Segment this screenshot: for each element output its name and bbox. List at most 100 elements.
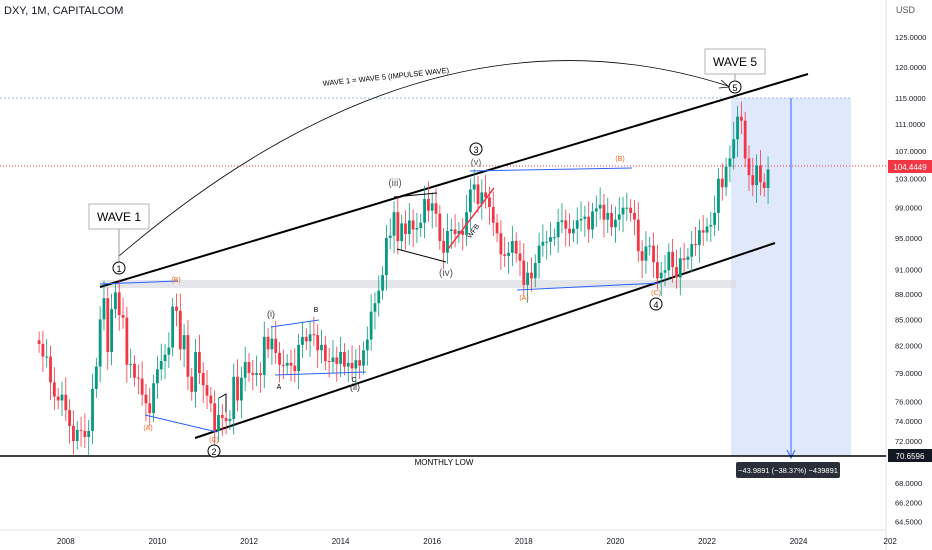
candle xyxy=(247,353,251,382)
candle xyxy=(304,328,308,351)
candle-body xyxy=(110,309,113,353)
candle-body xyxy=(75,429,79,441)
candle xyxy=(495,213,499,243)
candle xyxy=(285,354,289,375)
candle-body xyxy=(194,352,197,392)
candle xyxy=(331,340,335,374)
candle-body xyxy=(106,298,110,353)
candle xyxy=(243,346,247,391)
candle-body xyxy=(583,216,587,219)
candle xyxy=(259,362,262,393)
y-tick-label: 82.0000 xyxy=(895,342,922,351)
trendline-wave4-top xyxy=(469,167,633,172)
candle-body xyxy=(369,311,373,340)
candle xyxy=(617,197,621,231)
candle xyxy=(121,297,125,329)
candle-body xyxy=(648,245,652,247)
candle-body xyxy=(228,418,232,421)
candle-body xyxy=(537,245,541,264)
wave-marker-3: 3 xyxy=(469,142,483,156)
candle xyxy=(709,211,713,243)
y-axis[interactable]: 125.0000 120.0000 115.0000 111.0000 107.0000… xyxy=(895,33,926,527)
candle xyxy=(697,219,701,263)
candle-body xyxy=(339,352,342,364)
candle-body xyxy=(522,260,526,285)
x-tick-label: 2016 xyxy=(423,537,441,546)
trendline-wave2-top xyxy=(99,280,179,285)
candle xyxy=(636,202,640,263)
wave5-label: WAVE 5 xyxy=(713,55,757,69)
candle xyxy=(91,373,94,445)
candle xyxy=(591,202,594,239)
y-tick-label: 99.0000 xyxy=(895,204,922,213)
candle-body xyxy=(45,356,49,358)
candle xyxy=(171,297,175,357)
label-tA: A xyxy=(277,384,282,391)
candle xyxy=(724,157,728,197)
candle-body xyxy=(175,306,178,311)
candle xyxy=(522,243,526,296)
candle-body xyxy=(377,290,381,304)
svg-text:3: 3 xyxy=(473,145,478,155)
candle xyxy=(209,386,213,413)
candle-body xyxy=(270,338,274,350)
candle xyxy=(644,231,648,274)
candle-body xyxy=(709,224,713,227)
candle-body xyxy=(220,415,224,418)
candle xyxy=(736,105,739,158)
candle xyxy=(102,280,106,331)
candle-body xyxy=(407,220,411,235)
candle-body xyxy=(633,212,636,220)
candle xyxy=(133,355,136,387)
candle xyxy=(510,225,514,267)
triangle-iii-iv xyxy=(393,192,447,263)
candle-body xyxy=(289,362,293,366)
candle xyxy=(472,169,476,203)
candle xyxy=(739,101,743,134)
candle xyxy=(598,187,602,220)
label-B1: (B) xyxy=(171,277,180,284)
candle-body xyxy=(587,216,591,230)
candle-body xyxy=(178,310,182,350)
candle xyxy=(236,359,239,412)
candle-body xyxy=(545,241,549,243)
candle xyxy=(537,232,541,279)
candle-body xyxy=(117,292,121,316)
symbol-header[interactable]: DXY, 1M, CAPITALCOM xyxy=(4,5,124,17)
candle xyxy=(549,221,552,256)
candle xyxy=(79,416,83,447)
candle xyxy=(358,344,362,379)
candle-body xyxy=(541,241,545,246)
trendline-abc-bottom xyxy=(274,371,367,376)
candle xyxy=(301,321,304,359)
candle xyxy=(60,381,64,416)
candle xyxy=(152,374,155,422)
candle-body xyxy=(617,214,621,220)
candle-body xyxy=(365,339,369,351)
y-tick-label: 76.0000 xyxy=(895,397,922,406)
x-tick-label: 2010 xyxy=(149,537,167,546)
candle xyxy=(262,321,266,389)
candle-body xyxy=(209,395,213,404)
candle-body xyxy=(133,363,136,378)
candle xyxy=(686,247,690,269)
candle-body xyxy=(713,212,717,225)
candle-body xyxy=(510,241,514,253)
channel-lower-line xyxy=(194,242,776,439)
candle-body xyxy=(255,373,259,375)
x-tick-label: 2018 xyxy=(515,537,533,546)
candle xyxy=(747,145,751,191)
candle-body xyxy=(724,166,728,188)
candle-body xyxy=(675,267,678,278)
candle-body xyxy=(144,394,148,404)
wave1-box xyxy=(88,203,150,230)
candle-body xyxy=(594,208,598,212)
candle-body xyxy=(629,207,633,213)
candle xyxy=(468,178,472,230)
candle xyxy=(220,404,224,436)
x-axis[interactable]: 2008 2010 2012 2014 2016 2018 2020 2022 2024 202 xyxy=(57,537,898,546)
y-tick-label: 64.5000 xyxy=(895,518,922,527)
candle-body xyxy=(575,220,579,229)
wave1-wave5-arc xyxy=(118,60,729,257)
candle-body xyxy=(102,298,106,320)
